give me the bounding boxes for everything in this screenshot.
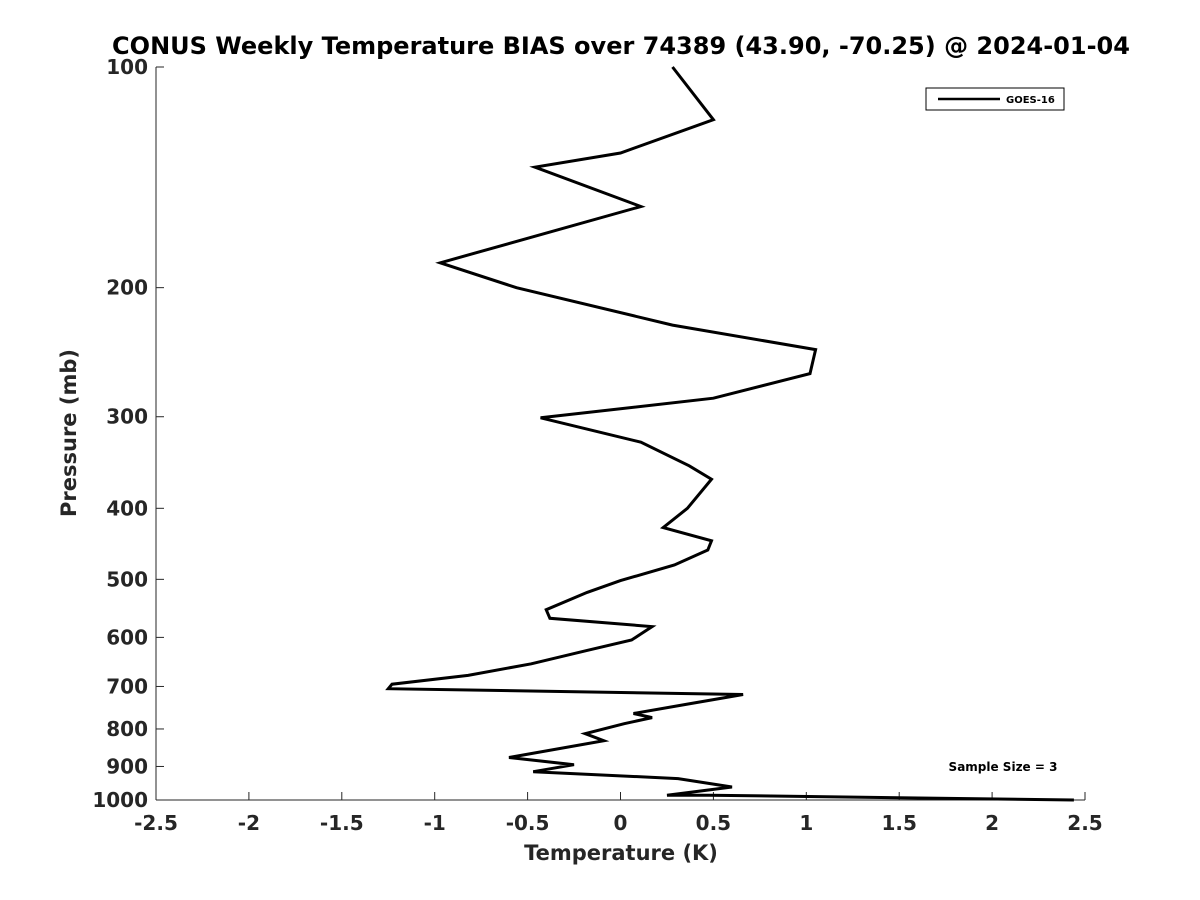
x-tick-label: 0 bbox=[614, 811, 628, 835]
x-tick-label: 1.5 bbox=[881, 811, 916, 835]
x-tick-label: -2.5 bbox=[134, 811, 178, 835]
y-tick-label: 200 bbox=[106, 276, 148, 300]
y-tick-label: 700 bbox=[106, 674, 148, 698]
y-tick-label: 800 bbox=[106, 717, 148, 741]
x-axis-label: Temperature (K) bbox=[524, 841, 718, 865]
y-tick-label: 600 bbox=[106, 625, 148, 649]
series-line-goes16 bbox=[385, 66, 1074, 802]
x-tick-label: 2.5 bbox=[1067, 811, 1102, 835]
x-tick-label: 1 bbox=[799, 811, 813, 835]
legend-label-goes16: GOES-16 bbox=[1006, 95, 1055, 106]
x-tick-label: -0.5 bbox=[506, 811, 550, 835]
y-axis-label: Pressure (mb) bbox=[57, 349, 81, 517]
x-tick-label: 0.5 bbox=[696, 811, 731, 835]
y-tick-label: 900 bbox=[106, 754, 148, 778]
x-tick-label: -1.5 bbox=[320, 811, 364, 835]
x-tick-label: -1 bbox=[424, 811, 446, 835]
y-tick-label: 300 bbox=[106, 405, 148, 429]
plot-area bbox=[385, 66, 1074, 802]
legend: GOES-16 bbox=[925, 87, 1065, 111]
sample-size-annotation: Sample Size = 3 bbox=[949, 760, 1058, 774]
y-tick-label: 1000 bbox=[92, 788, 148, 812]
y-tick-label: 100 bbox=[106, 55, 148, 79]
ticks: -2.5 -2 -1.5 -1 -0.5 0 0.5 1 1.5 2 2.5 100 200 300 400… bbox=[92, 55, 1102, 835]
chart-title: CONUS Weekly Temperature BIAS over 74389… bbox=[112, 32, 1130, 60]
y-tick-label: 500 bbox=[106, 567, 148, 591]
x-tick-label: -2 bbox=[238, 811, 260, 835]
x-tick-label: 2 bbox=[985, 811, 999, 835]
y-tick-label: 400 bbox=[106, 496, 148, 520]
axes bbox=[155, 67, 1085, 801]
